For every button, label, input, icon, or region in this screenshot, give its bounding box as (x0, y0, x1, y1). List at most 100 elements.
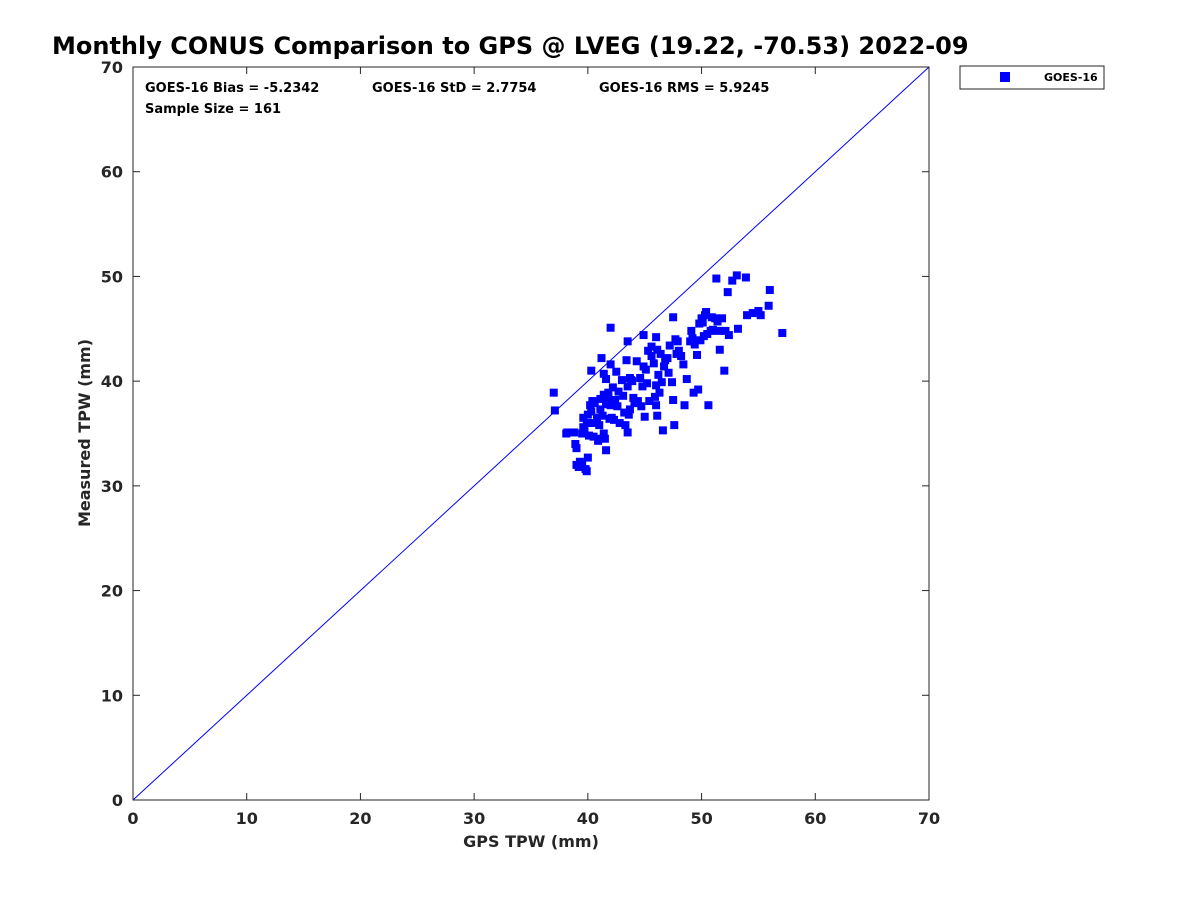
data-point (570, 428, 579, 437)
data-point (606, 360, 615, 369)
data-point (778, 328, 787, 337)
data-point (580, 425, 589, 434)
data-point (617, 376, 626, 385)
data-point (733, 324, 742, 333)
plot-area (132, 66, 930, 801)
sample-size-stat: Sample Size = 161 (145, 102, 281, 117)
x-tick-label: 30 (463, 809, 485, 828)
data-point (704, 401, 713, 410)
data-point (605, 414, 614, 423)
data-point (592, 413, 601, 422)
data-point (670, 421, 679, 430)
x-tick-label: 50 (690, 809, 712, 828)
data-point (669, 313, 678, 322)
data-point (571, 439, 580, 448)
data-points (549, 271, 787, 476)
data-point (587, 366, 596, 375)
data-point (606, 323, 615, 332)
legend-box (959, 65, 1105, 90)
data-point (688, 334, 697, 343)
data-point (599, 369, 608, 378)
data-point (579, 413, 588, 422)
data-point (622, 356, 631, 365)
data-point (732, 271, 741, 280)
data-point (671, 335, 680, 344)
std-stat: GOES-16 StD = 2.7754 (372, 81, 536, 96)
data-point (549, 388, 558, 397)
data-point (680, 401, 689, 410)
data-point (602, 446, 611, 455)
y-tick-label: 70 (101, 58, 123, 77)
data-point (595, 421, 604, 430)
data-point (582, 467, 591, 476)
data-point (602, 375, 611, 384)
data-point (608, 383, 617, 392)
data-point (604, 392, 613, 401)
data-point (614, 387, 623, 396)
data-point (665, 341, 674, 350)
data-point (642, 379, 651, 388)
data-point (623, 428, 632, 437)
chart-title: Monthly CONUS Comparison to GPS @ LVEG (… (52, 32, 969, 60)
data-point (677, 352, 686, 361)
data-point (714, 326, 723, 335)
data-point (596, 394, 605, 403)
data-point (625, 405, 634, 414)
rms-stat: GOES-16 RMS = 5.9245 (599, 81, 769, 96)
x-tick-label: 40 (577, 809, 599, 828)
data-point (649, 359, 658, 368)
data-point (728, 276, 737, 285)
data-point (764, 301, 773, 310)
data-point (621, 421, 630, 430)
data-point (669, 395, 678, 404)
x-tick-label: 0 (127, 809, 138, 828)
data-point (644, 346, 653, 355)
data-point (640, 412, 649, 421)
data-point (656, 349, 665, 358)
data-point (599, 390, 608, 399)
data-point (652, 333, 661, 342)
y-tick-label: 30 (101, 477, 123, 496)
data-point (708, 325, 717, 334)
data-point (653, 345, 662, 354)
data-point (639, 331, 648, 340)
data-point (589, 432, 598, 441)
x-tick-label: 10 (236, 809, 258, 828)
data-point (604, 388, 613, 397)
data-point (712, 274, 721, 283)
data-point (578, 459, 587, 468)
x-tick-label: 60 (804, 809, 826, 828)
data-point (713, 317, 722, 326)
data-point (707, 313, 716, 322)
data-point (679, 360, 688, 369)
data-point (654, 370, 663, 379)
y-axis-label: Measured TPW (mm) (75, 339, 94, 527)
data-point (718, 314, 727, 323)
data-point (637, 402, 646, 411)
data-point (639, 362, 648, 371)
data-point (582, 419, 591, 428)
data-point (588, 419, 597, 428)
y-axis-ticks: 0 10 20 30 40 50 60 70 (101, 58, 929, 810)
data-point (724, 331, 733, 340)
data-point (615, 419, 624, 428)
data-point (595, 434, 604, 443)
data-point (743, 311, 752, 320)
data-point (748, 309, 757, 318)
data-point (741, 273, 750, 282)
data-point (682, 375, 691, 384)
data-point (606, 401, 615, 410)
data-point (720, 366, 729, 375)
data-point (600, 434, 609, 443)
data-point (623, 337, 632, 346)
data-point (687, 326, 696, 335)
data-point (638, 382, 647, 391)
data-point (715, 345, 724, 354)
data-point (583, 453, 592, 462)
data-point (664, 368, 673, 377)
data-point (602, 400, 611, 409)
data-point (624, 410, 633, 419)
legend: GOES-16 (959, 65, 1105, 90)
y-tick-label: 20 (101, 582, 123, 601)
